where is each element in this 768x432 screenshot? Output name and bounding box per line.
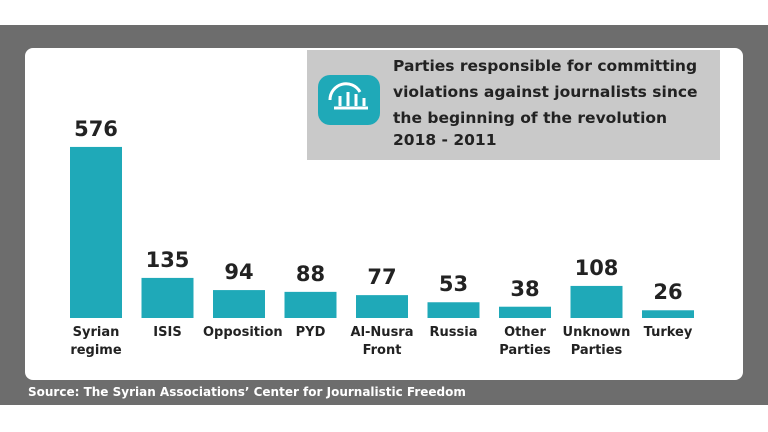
bar xyxy=(70,146,122,318)
bar xyxy=(356,295,408,318)
value-label: 94 xyxy=(224,260,254,285)
logo xyxy=(318,75,380,125)
bar xyxy=(642,310,694,318)
x-tick-label: Turkey xyxy=(643,325,693,340)
value-label: 135 xyxy=(145,247,190,272)
bar xyxy=(284,291,337,318)
value-label: 26 xyxy=(653,280,683,305)
x-tick-label: Russia xyxy=(429,325,478,340)
bar xyxy=(570,285,623,318)
x-tick-label: Other Parties xyxy=(499,325,551,358)
value-label: 88 xyxy=(295,261,326,286)
value-label: 53 xyxy=(438,272,469,297)
x-tick-label: ISIS xyxy=(153,325,182,340)
x-tick-label: Syrian regime xyxy=(70,325,122,358)
bar xyxy=(499,306,551,318)
x-tick-label: Unknown Parties xyxy=(562,325,631,358)
x-tick-label: Al-Nusra Front xyxy=(350,325,414,358)
chart-subtitle: 2018 - 2011 xyxy=(393,131,497,149)
x-tick-label: Opposition xyxy=(203,325,283,340)
bar xyxy=(427,302,480,318)
value-label: 108 xyxy=(574,255,619,280)
x-tick-label: PYD xyxy=(295,325,326,340)
source: Source: The Syrian Associations’ Center … xyxy=(28,385,466,399)
bar xyxy=(213,290,265,318)
bar xyxy=(141,277,194,318)
chart-title: Parties responsible for committing viola… xyxy=(393,57,698,127)
value-label: 38 xyxy=(510,276,540,301)
value-label: 576 xyxy=(74,116,118,141)
value-label: 77 xyxy=(367,265,397,290)
